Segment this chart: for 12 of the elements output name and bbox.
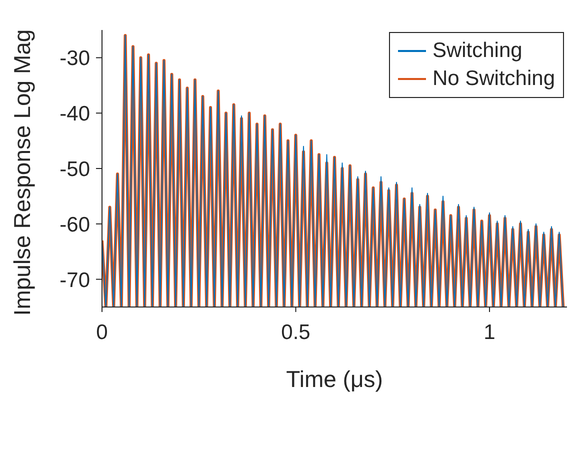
y-tick-label: -50	[60, 158, 90, 181]
x-tick-label: 1	[484, 320, 496, 344]
y-axis-title: Impulse Response Log Mag	[9, 29, 35, 316]
x-axis-title: Time (μs)	[286, 366, 383, 392]
y-tick-label: -30	[60, 47, 90, 70]
legend-label: No Switching	[432, 66, 555, 92]
y-tick-label: -60	[60, 213, 90, 236]
x-tick-label: 0	[96, 320, 108, 344]
legend-label: Switching	[432, 38, 522, 64]
y-tick-label: -40	[60, 102, 90, 126]
y-tick-label: -70	[60, 268, 90, 292]
x-tick-label: 0.5	[281, 320, 310, 344]
